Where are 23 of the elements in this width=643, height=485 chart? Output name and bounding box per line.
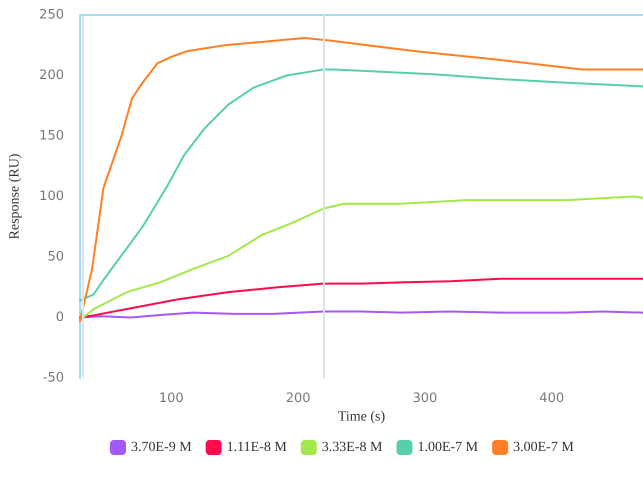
line-series [79, 68, 643, 302]
line-series [79, 310, 643, 318]
y-tick-label: -50 [42, 370, 64, 386]
legend-label: 1.00E-7 M [417, 440, 479, 455]
x-axis-title: Time (s) [338, 409, 386, 424]
line-series [79, 278, 643, 318]
legend-label: 1.11E-8 M [226, 440, 288, 455]
y-tick-label: 150 [39, 128, 64, 144]
legend-label: 3.00E-7 M [513, 440, 574, 455]
x-tick-label: 300 [412, 391, 438, 406]
y-tick-label: 0 [56, 310, 64, 325]
line-series [79, 196, 643, 321]
y-tick-label: 250 [39, 8, 64, 22]
y-tick-label: 100 [39, 189, 64, 204]
line-series [79, 36, 643, 322]
y-tick-label: 50 [47, 250, 64, 264]
x-tick-label: 100 [158, 391, 184, 406]
x-tick-label: 400 [539, 391, 564, 406]
legend-label: 3.70E-9 M [131, 440, 192, 455]
y-axis-title: Response (RU) [8, 153, 22, 240]
y-tick-label: 200 [39, 68, 64, 83]
x-tick-label: 200 [286, 391, 311, 406]
legend-label: 3.33E-8 M [322, 440, 384, 455]
